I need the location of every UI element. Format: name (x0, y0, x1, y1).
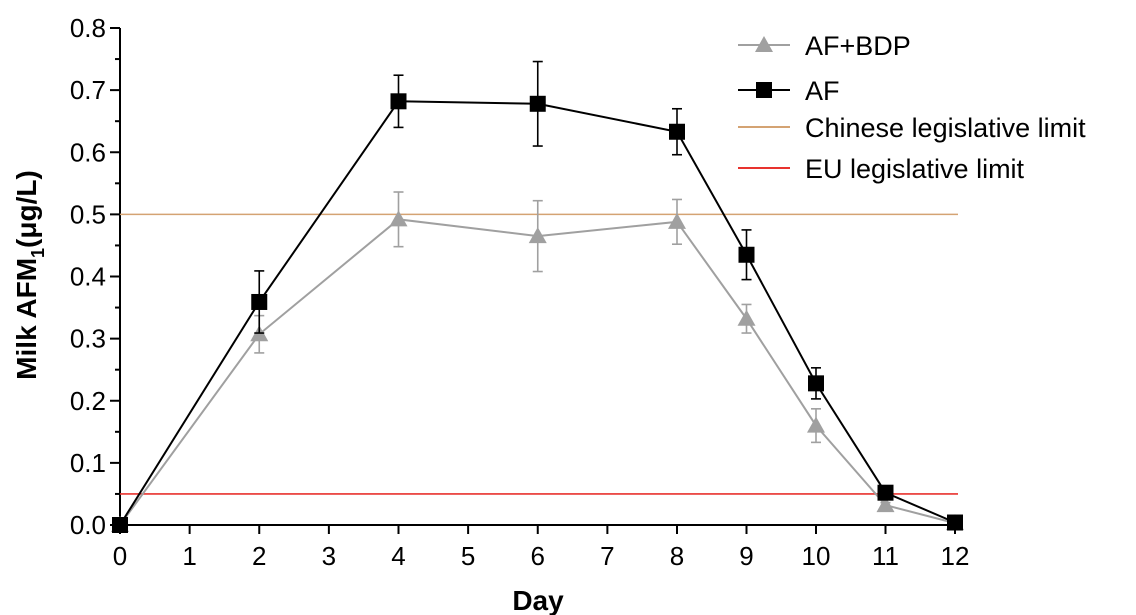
data-point (808, 375, 824, 392)
data-point (737, 309, 756, 326)
legend-swatch-marker (755, 36, 773, 52)
axes: 0.00.10.20.30.40.50.60.70.80 1 2 3 4 5 6 7 8 9 10 1… (70, 13, 970, 571)
y-axis-title-subscript: 1 (28, 248, 48, 258)
y-tick-label: 0.5 (70, 199, 106, 229)
y-tick-label: 0.0 (70, 510, 106, 540)
data-point (251, 293, 268, 310)
y-tick-label: 0.4 (70, 262, 106, 292)
y-axis-title-main: Milk AFM (11, 258, 42, 380)
x-tick-label: 0 (113, 541, 127, 571)
legend-entry: Chinese legislative limit (738, 113, 1086, 143)
series-layer (111, 60, 964, 533)
data-point (877, 484, 894, 501)
y-tick-label: 0.1 (70, 448, 106, 478)
legend-swatch-marker (756, 82, 772, 98)
legend-label: Chinese legislative limit (805, 113, 1086, 143)
x-tick-label: 8 (670, 541, 684, 571)
data-point (947, 514, 963, 531)
legend-entry: AF (738, 76, 840, 106)
data-point (389, 210, 408, 227)
y-tick-label: 0.7 (70, 75, 106, 105)
y-tick-label: 0.8 (70, 13, 106, 43)
x-tick-label: 5 (461, 541, 475, 571)
legend-entry: EU legislative limit (738, 154, 1025, 184)
y-axis-title: Milk AFM1(μg/L) (11, 170, 48, 380)
data-point (112, 517, 128, 533)
y-tick-label: 0.3 (70, 324, 106, 354)
x-tick-label: 2 (252, 541, 266, 571)
x-tick-label: 6 (531, 541, 545, 571)
legend-label: AF (805, 76, 840, 106)
data-point (528, 227, 547, 244)
x-tick-label: 9 (739, 541, 753, 571)
y-axis-title-unit: (μg/L) (11, 170, 42, 248)
data-point (669, 123, 685, 140)
legend-entry: AF+BDP (738, 31, 911, 61)
x-tick-label: 4 (391, 541, 405, 571)
legend-label: EU legislative limit (805, 154, 1025, 184)
data-point (738, 246, 755, 263)
data-point (390, 93, 407, 110)
y-tick-label: 0.2 (70, 386, 106, 416)
series-af (112, 60, 963, 533)
x-axis-title: Day (512, 585, 564, 615)
x-tick-label: 7 (600, 541, 614, 571)
legend-label: AF+BDP (805, 31, 911, 61)
x-tick-label: 3 (322, 541, 336, 571)
x-tick-label: 12 (941, 541, 970, 571)
x-tick-label: 11 (872, 541, 899, 571)
x-tick-label: 1 (182, 541, 196, 571)
x-tick-label: 10 (802, 541, 831, 571)
y-tick-label: 0.6 (70, 137, 106, 167)
series-af-bdp (111, 191, 964, 532)
data-point (668, 212, 686, 229)
data-point (807, 416, 825, 433)
data-point (529, 95, 546, 112)
legend: AF+BDP AF Chinese legislative limit EU legi… (738, 31, 1086, 184)
data-point (876, 496, 895, 513)
reference-lines (120, 213, 958, 495)
